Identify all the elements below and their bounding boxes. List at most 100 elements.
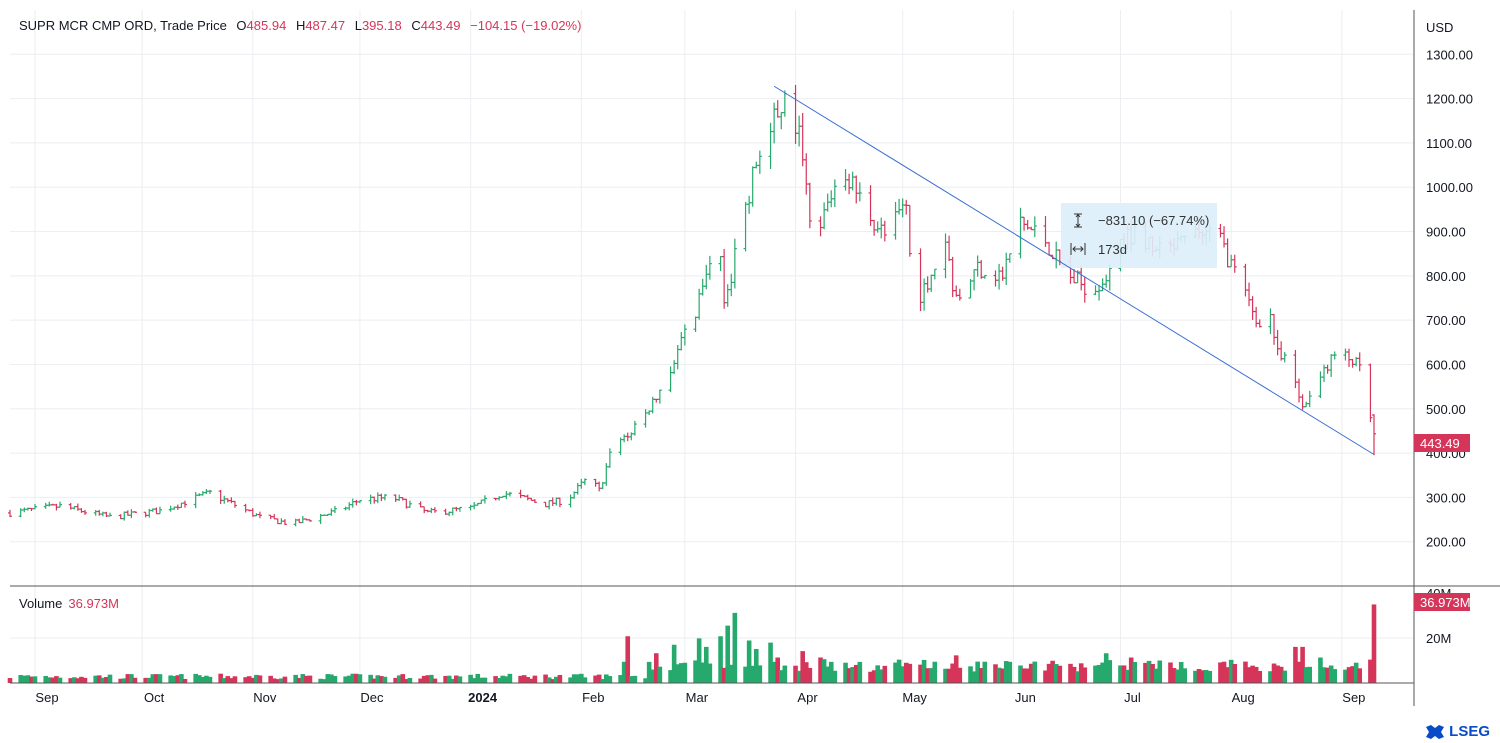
volume-bar (29, 676, 34, 683)
ohlc-bar (775, 100, 780, 118)
volume-value: 36.973M (68, 596, 119, 611)
ohlc-bar (793, 84, 798, 144)
ohlc-bar (229, 497, 234, 504)
volume-bar (1275, 665, 1280, 683)
ohlc-bar (568, 494, 573, 508)
ohlc-bar (197, 493, 202, 497)
volume-bar (668, 670, 673, 683)
volume-bar (57, 677, 63, 683)
volume-bar (168, 675, 173, 683)
ohlc-bar (872, 219, 877, 236)
volume-bar (607, 676, 613, 683)
volume-bar (900, 666, 905, 683)
volume-bar (575, 674, 581, 683)
ohlc-bar (468, 504, 473, 511)
ohlc-bar (407, 500, 412, 508)
ohlc-bar (175, 504, 180, 510)
volume-bar (404, 679, 409, 683)
y-tick-label: 900.00 (1426, 225, 1466, 240)
ohlc-bar (650, 396, 655, 414)
volume-bar (68, 678, 74, 683)
volume-bar (1132, 661, 1138, 683)
volume-bar (1157, 660, 1163, 683)
volume-bar (903, 662, 909, 683)
volume-bar (678, 663, 684, 683)
volume-bar (93, 675, 98, 683)
volume-bar (96, 675, 102, 683)
ohlc-bar (8, 509, 12, 518)
volume-bar (82, 677, 88, 683)
high-value: 487.47 (305, 18, 346, 33)
ohlc-bar (232, 500, 237, 508)
ohlc-bar (179, 502, 184, 509)
brand-logo[interactable]: LSEG (1425, 723, 1490, 740)
volume-bar (1343, 669, 1348, 683)
volume-bar (1303, 667, 1309, 683)
volume-bar (1032, 661, 1038, 683)
volume-bar (350, 673, 356, 683)
volume-bar (343, 676, 348, 683)
ohlc-bar (732, 238, 737, 289)
volume-bar (1043, 670, 1048, 683)
ohlc-bar (593, 478, 598, 487)
ohlc-bar (682, 324, 687, 346)
volume-bar (1143, 662, 1148, 683)
ohlc-bar (722, 249, 727, 309)
ohlc-bar (754, 161, 759, 169)
volume-bar (1007, 661, 1013, 683)
volume-bar (1050, 660, 1055, 683)
volume-bar (557, 675, 563, 683)
volume-bar (918, 664, 923, 683)
ohlc-bar (268, 514, 273, 520)
volume-bar (525, 677, 531, 683)
volume-bar (1200, 670, 1205, 683)
volume-bar (1028, 663, 1034, 683)
volume-bar (18, 675, 24, 683)
volume-bar (1107, 660, 1113, 683)
volume-bar (1328, 665, 1334, 683)
volume-bar (500, 675, 506, 683)
ohlc-bar (297, 518, 302, 524)
volume-bar (675, 664, 681, 683)
symbol-title: SUPR MCR CMP ORD, Trade Price (19, 18, 227, 33)
ohlc-bar (1079, 265, 1084, 291)
ohlc-bar (482, 495, 487, 504)
volume-bar (821, 659, 827, 683)
ohlc-bar (122, 511, 127, 521)
ohlc-bar (847, 173, 852, 195)
price-axis: 200.00300.00400.00500.00600.00700.00800.… (1426, 47, 1473, 549)
brand-name: LSEG (1449, 723, 1490, 740)
ohlc-bar (1218, 223, 1223, 238)
volume-bar (425, 675, 431, 683)
volume-bar (25, 675, 31, 683)
volume-bar (800, 651, 805, 683)
volume-bar (232, 676, 238, 683)
ohlc-bar (1329, 354, 1334, 377)
ohlc-bar (550, 497, 555, 507)
x-tick-label: 2024 (468, 690, 498, 705)
open-value: 485.94 (246, 18, 287, 33)
ohlc-bar (1257, 319, 1262, 328)
volume-bar (307, 675, 313, 683)
ohlc-bar (1300, 394, 1305, 410)
ohlc-bar (604, 463, 609, 486)
ohlc-bar (747, 195, 752, 214)
ohlc-bar (129, 509, 134, 519)
volume-bar (504, 676, 509, 683)
ohlc-bar (925, 276, 930, 293)
ohlc-bar (47, 501, 52, 507)
ohlc-bar (204, 489, 209, 494)
ohlc-bar (29, 507, 34, 512)
ohlc-bar (1368, 363, 1373, 423)
volume-last-label: 36.973M (1420, 595, 1471, 610)
volume-bar (1193, 670, 1198, 683)
volume-bar (793, 665, 798, 683)
volume-bar (318, 678, 323, 683)
volume-bar (218, 673, 223, 683)
volume-bar (418, 678, 423, 683)
x-tick-label: Sep (35, 690, 58, 705)
volume-bar (1153, 668, 1159, 683)
ohlc-bar (643, 409, 648, 428)
volume-bar (268, 675, 273, 683)
volume-bar (1053, 664, 1059, 683)
